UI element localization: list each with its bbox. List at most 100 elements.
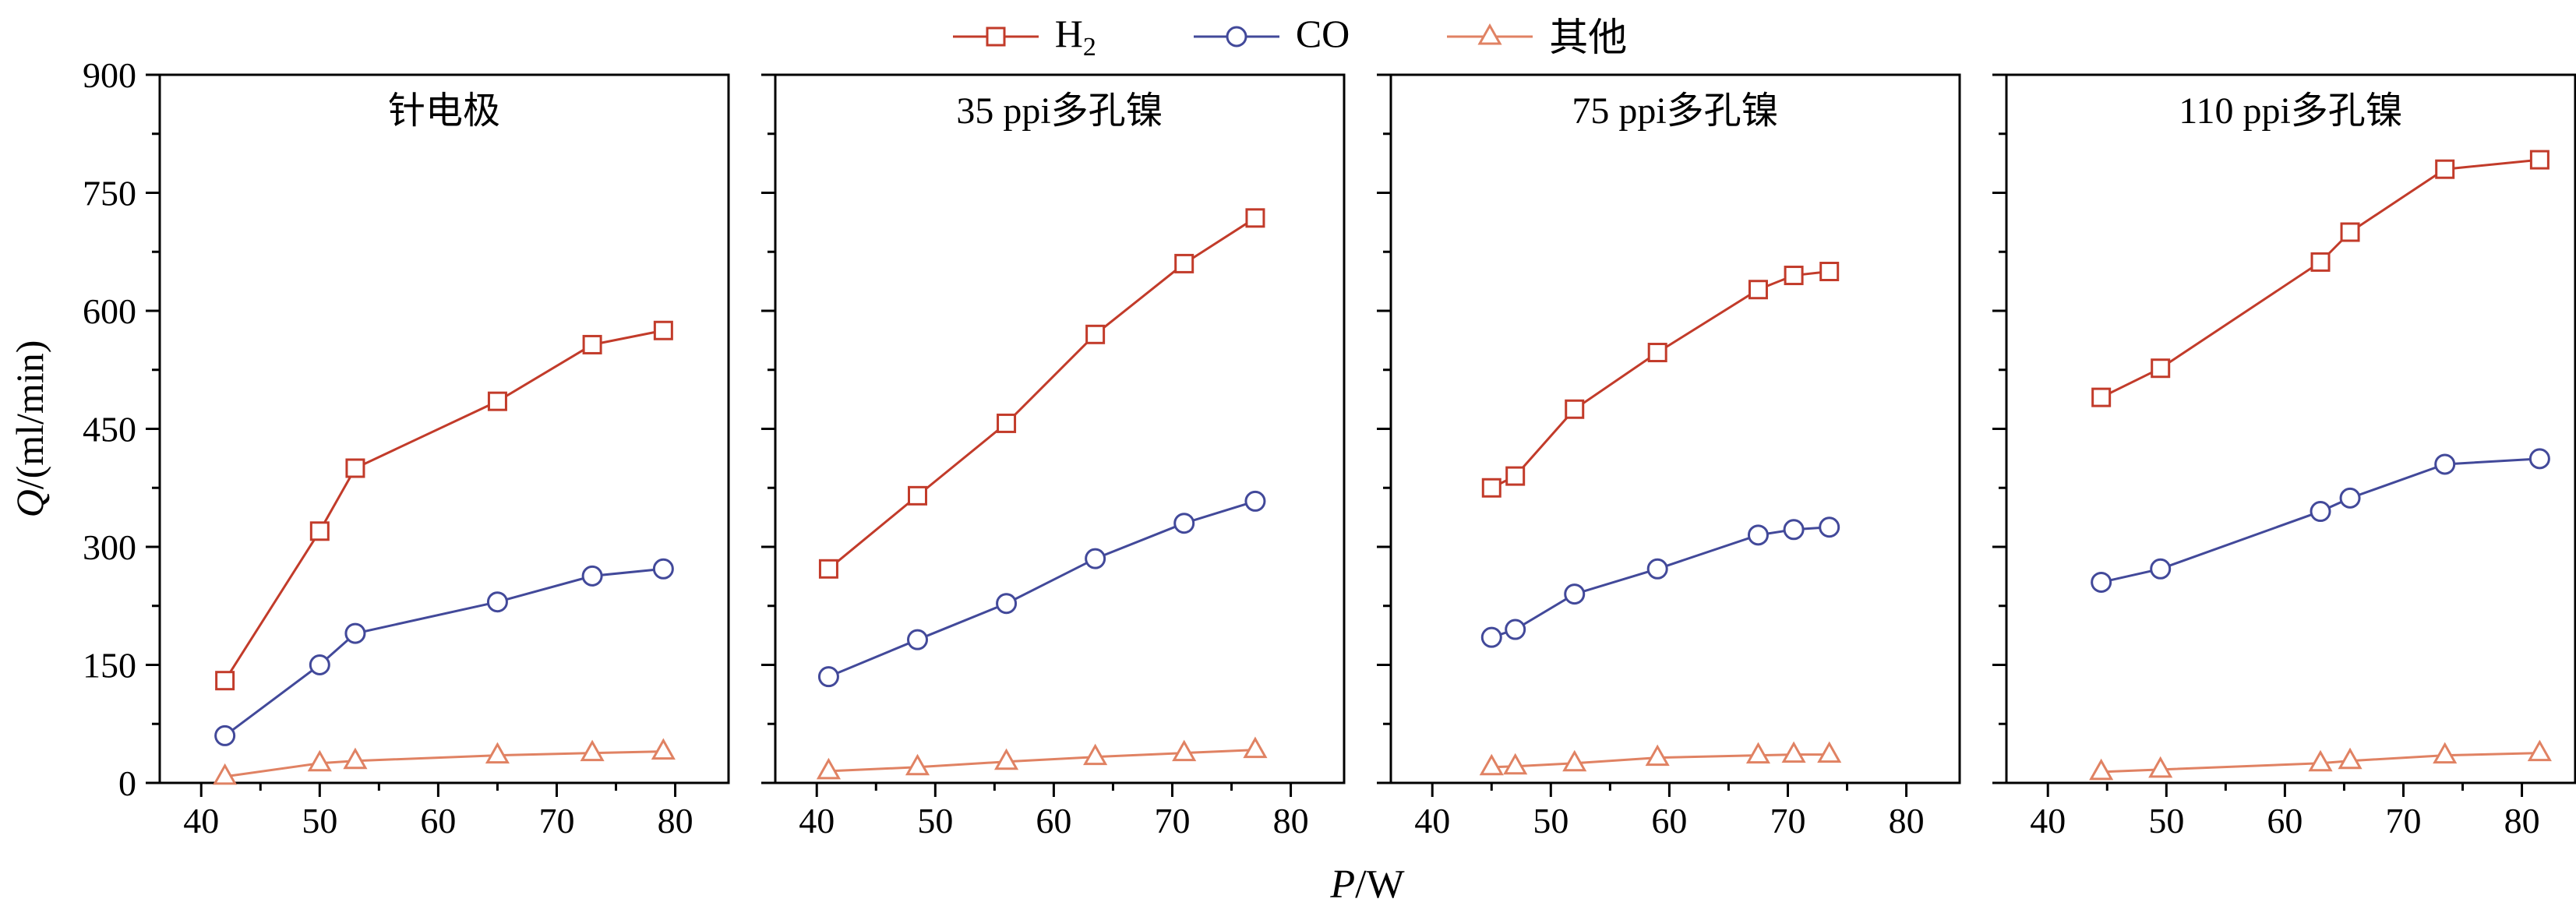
triangle-marker-icon bbox=[1562, 749, 1587, 772]
triangle-marker-icon bbox=[1817, 741, 1842, 763]
square-marker-icon bbox=[908, 485, 927, 506]
panel-title: 针电极 bbox=[388, 90, 500, 132]
x-tick-label: 60 bbox=[1036, 801, 1071, 841]
triangle-marker-icon bbox=[816, 757, 842, 780]
triangle-marker-icon bbox=[905, 753, 930, 776]
x-tick-label: 60 bbox=[420, 801, 456, 841]
x-tick-label: 70 bbox=[1770, 801, 1805, 841]
circle-marker-icon bbox=[581, 565, 603, 587]
x-tick-label: 50 bbox=[917, 801, 953, 841]
square-marker-icon bbox=[1784, 266, 1804, 286]
x-tick-label: 70 bbox=[1154, 801, 1190, 841]
circle-marker-icon bbox=[2310, 501, 2331, 523]
circle-marker-icon bbox=[1646, 558, 1668, 580]
circle-marker-icon bbox=[1226, 26, 1247, 47]
co-line bbox=[827, 499, 1256, 679]
circle-marker-icon bbox=[1173, 513, 1195, 534]
square-marker-icon bbox=[1647, 343, 1667, 363]
square-marker-icon bbox=[818, 559, 838, 579]
circle-marker-icon bbox=[817, 666, 839, 688]
square-marker-icon bbox=[997, 413, 1017, 433]
x-tick-label: 70 bbox=[2385, 801, 2421, 841]
triangle-marker-icon bbox=[213, 763, 238, 785]
square-marker-icon bbox=[582, 334, 602, 354]
plot-box bbox=[158, 73, 730, 784]
square-marker-icon bbox=[1481, 478, 1501, 498]
circle-marker-icon bbox=[907, 629, 928, 650]
x-tick-label: 40 bbox=[183, 801, 219, 841]
h2-line bbox=[827, 217, 1256, 570]
circle-marker-icon bbox=[309, 654, 330, 675]
circle-marker-icon bbox=[344, 622, 366, 644]
triangle-marker-icon bbox=[1172, 739, 1197, 762]
triangle-marker-icon bbox=[1745, 742, 1771, 764]
square-marker-icon bbox=[2340, 222, 2360, 242]
plot-box bbox=[2005, 73, 2576, 784]
co-circle-marker-icon bbox=[1193, 26, 1279, 47]
x-tick-label: 60 bbox=[1651, 801, 1687, 841]
legend-label-co: CO bbox=[1295, 11, 1350, 55]
square-marker-icon bbox=[1819, 262, 1840, 281]
h2-square-marker-icon bbox=[952, 26, 1039, 46]
triangle-marker-icon bbox=[1477, 23, 1502, 44]
y-tick-label: 450 bbox=[83, 410, 136, 449]
panel-title: 75 ppi多孔镍 bbox=[1572, 90, 1778, 132]
triangle-marker-icon bbox=[2308, 749, 2333, 772]
square-marker-icon bbox=[1748, 280, 1768, 300]
square-marker-icon bbox=[309, 521, 330, 541]
panel-title: 35 ppi多孔镍 bbox=[956, 90, 1163, 132]
x-axis-label: P/W bbox=[1329, 862, 1404, 907]
triangle-marker-icon bbox=[343, 747, 368, 770]
square-marker-icon bbox=[1505, 466, 1526, 486]
triangle-marker-icon bbox=[2338, 747, 2363, 770]
triangle-marker-icon bbox=[485, 742, 510, 764]
square-marker-icon bbox=[215, 671, 235, 691]
triangle-marker-icon bbox=[580, 739, 605, 762]
x-tick-label: 40 bbox=[799, 801, 835, 841]
triangle-marker-icon bbox=[1479, 753, 1504, 776]
other-triangle-marker-icon bbox=[1447, 23, 1533, 44]
circle-marker-icon bbox=[2150, 558, 2172, 580]
legend-item-co: CO bbox=[1190, 11, 1350, 62]
circle-marker-icon bbox=[2091, 571, 2112, 593]
y-axis-label: Q/(ml/min) bbox=[8, 340, 51, 518]
circle-marker-icon bbox=[1244, 490, 1266, 512]
x-tick-label: 80 bbox=[1273, 801, 1309, 841]
other-line bbox=[224, 750, 664, 778]
y-tick-label: 150 bbox=[83, 646, 136, 686]
circle-marker-icon bbox=[1480, 626, 1502, 648]
x-tick-label: 50 bbox=[302, 801, 337, 841]
circle-marker-icon bbox=[996, 593, 1018, 615]
circle-marker-icon bbox=[486, 591, 508, 613]
y-tick-label: 0 bbox=[118, 763, 136, 803]
y-tick-label: 300 bbox=[83, 527, 136, 567]
other-line bbox=[828, 749, 1256, 773]
square-marker-icon bbox=[2529, 150, 2550, 170]
x-tick-label: 50 bbox=[1533, 801, 1569, 841]
y-tick-label: 900 bbox=[83, 55, 136, 95]
legend: H2 CO 其他 bbox=[0, 6, 2576, 66]
x-tick-label: 60 bbox=[2267, 801, 2303, 841]
h2-line bbox=[2101, 158, 2540, 399]
square-marker-icon bbox=[345, 458, 365, 478]
triangle-marker-icon bbox=[1645, 744, 1670, 767]
co-line bbox=[1491, 526, 1830, 639]
circle-marker-icon bbox=[1505, 619, 1526, 640]
y-tick-label: 600 bbox=[83, 291, 136, 331]
panel-1: 40 50 60 70 80 35 ppi多孔镍 bbox=[761, 73, 1346, 841]
x-tick-label: 80 bbox=[1889, 801, 1925, 841]
panel-2: 40 50 60 70 80 75 ppi多孔镍 bbox=[1377, 73, 1961, 841]
legend-label-h2: H2 bbox=[1054, 11, 1096, 62]
square-marker-icon bbox=[1085, 324, 1106, 344]
square-marker-icon bbox=[1245, 208, 1265, 228]
triangle-marker-icon bbox=[2433, 742, 2458, 764]
legend-item-other: 其他 bbox=[1443, 6, 1627, 66]
triangle-marker-icon bbox=[993, 748, 1019, 770]
x-tick-label: 80 bbox=[2504, 801, 2540, 841]
co-line bbox=[224, 567, 664, 737]
triangle-marker-icon bbox=[1503, 753, 1528, 775]
x-tick-label: 70 bbox=[538, 801, 574, 841]
panel-0: 40 50 60 70 80 0 150 300 450 600 750 900 针电极 bbox=[83, 55, 730, 841]
circle-marker-icon bbox=[652, 558, 674, 580]
